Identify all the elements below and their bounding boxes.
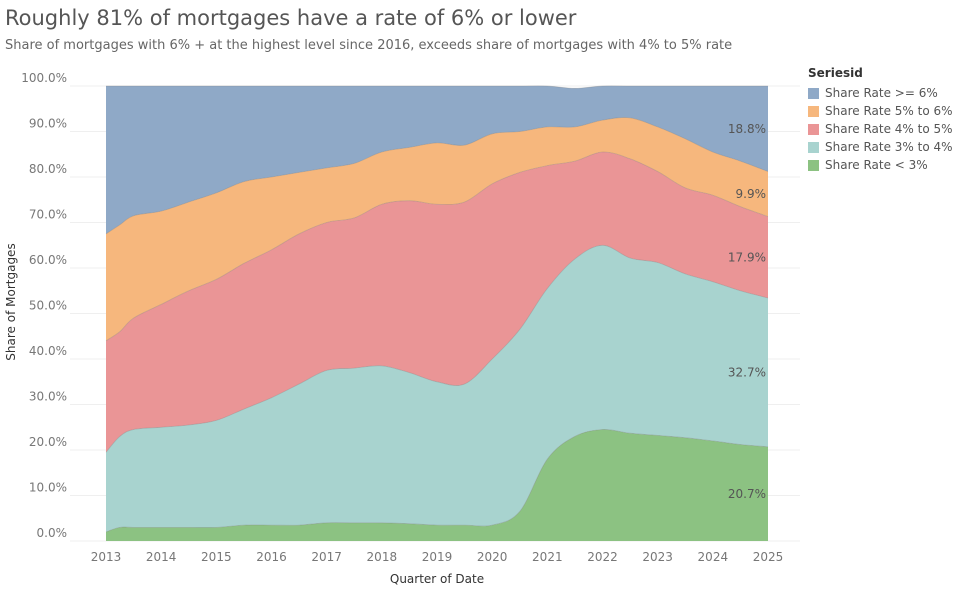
legend-title: Seriesid [808, 66, 863, 80]
series-line [105, 117, 769, 235]
x-tick-label: 2025 [753, 550, 784, 564]
y-axis-title: Share of Mortgages [4, 243, 18, 360]
y-tick-label: 20.0% [29, 435, 67, 449]
legend-swatch [808, 123, 819, 135]
area-5[interactable] [106, 85, 768, 234]
y-tick-label: 50.0% [29, 299, 67, 313]
chart-subtitle: Share of mortgages with 6% + at the high… [5, 38, 733, 53]
legend-label: Share Rate >= 6% [825, 86, 938, 100]
x-axis-tick-labels: 2013 2014 2015 2016 2017 2018 2019 2020 2021 2022… [91, 550, 784, 564]
legend-label: Share Rate < 3% [825, 158, 928, 172]
legend: Seriesid Share Rate >= 6% Share Rate 5% … [808, 66, 953, 174]
end-label: 20.7% [728, 487, 766, 501]
chart-title: Roughly 81% of mortgages have a rate of … [5, 6, 577, 30]
x-tick-label: 2016 [256, 550, 287, 564]
y-tick-label: 80.0% [29, 162, 67, 176]
y-tick-label: 60.0% [29, 253, 67, 267]
legend-swatch [808, 159, 819, 171]
end-label: 9.9% [736, 187, 767, 201]
y-tick-label: 100.0% [21, 71, 67, 85]
area-3[interactable] [106, 151, 768, 453]
x-tick-label: 2021 [532, 550, 563, 564]
area-2[interactable] [106, 245, 768, 532]
legend-item[interactable]: Share Rate 3% to 4% [808, 138, 953, 156]
area-1[interactable] [106, 429, 768, 541]
legend-item[interactable]: Share Rate < 3% [808, 156, 953, 174]
x-tick-label: 2019 [422, 550, 453, 564]
x-tick-label: 2014 [146, 550, 177, 564]
legend-label: Share Rate 5% to 6% [825, 104, 953, 118]
series-line [105, 151, 769, 342]
x-axis-title: Quarter of Date [390, 572, 484, 586]
legend-item[interactable]: Share Rate >= 6% [808, 84, 953, 102]
x-tick-label: 2013 [91, 550, 122, 564]
end-label: 18.8% [728, 122, 766, 136]
end-label: 17.9% [728, 250, 766, 264]
legend-swatch [808, 141, 819, 153]
legend-label: Share Rate 4% to 5% [825, 122, 953, 136]
x-tick-label: 2018 [367, 550, 398, 564]
y-tick-label: 0.0% [37, 526, 68, 540]
legend-label: Share Rate 3% to 4% [825, 140, 953, 154]
legend-swatch [808, 105, 819, 117]
x-tick-label: 2023 [642, 550, 673, 564]
legend-item[interactable]: Share Rate 4% to 5% [808, 120, 953, 138]
x-tick-label: 2024 [698, 550, 729, 564]
y-tick-label: 30.0% [29, 390, 67, 404]
end-label: 32.7% [728, 365, 766, 379]
y-tick-label: 90.0% [29, 117, 67, 131]
y-axis-tick-labels: 0.0% 10.0% 20.0% 30.0% 40.0% 50.0% 60.0% 70.0% 8… [21, 71, 67, 540]
x-tick-label: 2020 [477, 550, 508, 564]
x-tick-label: 2022 [587, 550, 618, 564]
y-tick-label: 40.0% [29, 344, 67, 358]
series-line [105, 244, 769, 453]
y-tick-label: 70.0% [29, 208, 67, 222]
end-value-labels: 20.7% 32.7% 17.9% 9.9% 18.8% [728, 122, 766, 501]
legend-swatch [808, 87, 819, 99]
area-4[interactable] [106, 117, 768, 341]
series-line [105, 429, 769, 533]
series-line [105, 85, 768, 89]
x-tick-label: 2017 [311, 550, 342, 564]
x-tick-label: 2015 [201, 550, 232, 564]
legend-item[interactable]: Share Rate 5% to 6% [808, 102, 953, 120]
y-tick-label: 10.0% [29, 481, 67, 495]
area-series [105, 85, 769, 541]
